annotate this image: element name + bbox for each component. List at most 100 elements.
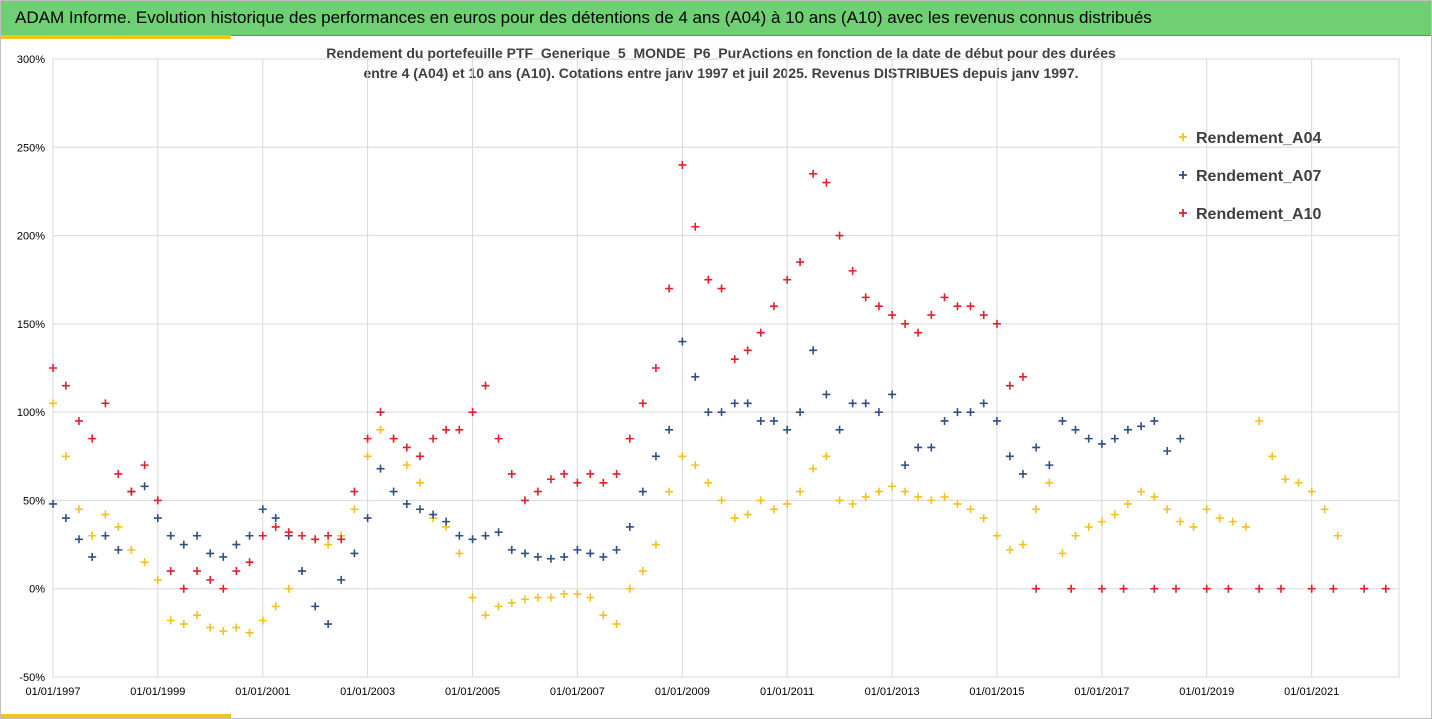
- data-point: [1045, 461, 1054, 470]
- data-point: [1150, 416, 1159, 425]
- data-point: [1307, 584, 1316, 593]
- data-point: [1097, 584, 1106, 593]
- data-point: [953, 499, 962, 508]
- data-point: [1005, 452, 1014, 461]
- data-point: [940, 293, 949, 302]
- data-point: [612, 545, 621, 554]
- data-point: [49, 364, 57, 372]
- data-point: [297, 531, 306, 540]
- data-point: [822, 390, 831, 399]
- data-point: [455, 549, 464, 558]
- data-point: [1255, 584, 1264, 593]
- data-point: [494, 602, 503, 611]
- data-point: [717, 496, 726, 505]
- data-point: [822, 452, 831, 461]
- data-point: [756, 496, 765, 505]
- data-point: [927, 443, 936, 452]
- data-point: [1150, 492, 1159, 501]
- data-point: [612, 620, 621, 629]
- data-point: [1110, 434, 1119, 443]
- data-point: [1202, 584, 1211, 593]
- data-point: [691, 461, 700, 470]
- y-tick-label: 250%: [17, 142, 45, 154]
- data-point: [848, 266, 857, 275]
- data-point: [101, 399, 110, 408]
- data-point: [546, 475, 555, 484]
- data-point: [1172, 584, 1181, 593]
- data-point: [1176, 434, 1185, 443]
- data-point: [101, 510, 110, 519]
- data-point: [245, 531, 254, 540]
- data-point: [324, 531, 333, 540]
- data-point: [1097, 517, 1106, 526]
- data-point: [966, 302, 975, 311]
- data-point: [546, 554, 555, 563]
- data-point: [704, 478, 713, 487]
- data-point: [743, 346, 752, 355]
- data-point: [350, 505, 359, 514]
- data-point: [1032, 584, 1041, 593]
- legend-marker: [1179, 209, 1187, 217]
- data-point: [1228, 517, 1237, 526]
- x-tick-label: 01/01/2005: [445, 686, 500, 698]
- data-point: [206, 575, 215, 584]
- data-point: [114, 545, 123, 554]
- data-point: [520, 496, 529, 505]
- data-point: [258, 616, 267, 625]
- x-tick-label: 01/01/2015: [969, 686, 1024, 698]
- data-point: [74, 416, 83, 425]
- data-point: [599, 552, 608, 561]
- x-tick-label: 01/01/1997: [25, 686, 80, 698]
- data-point: [166, 567, 175, 576]
- data-point: [586, 469, 595, 478]
- data-point: [809, 346, 818, 355]
- data-point: [1032, 443, 1041, 452]
- data-point: [533, 487, 542, 496]
- data-point: [743, 510, 752, 519]
- y-tick-label: 0%: [29, 584, 45, 596]
- data-point: [691, 222, 700, 231]
- data-point: [193, 531, 202, 540]
- data-point: [573, 478, 582, 487]
- data-point: [940, 492, 949, 501]
- data-point: [651, 452, 660, 461]
- data-point: [311, 602, 320, 611]
- data-point: [599, 611, 608, 620]
- data-point: [533, 552, 542, 561]
- data-point: [311, 535, 320, 544]
- data-point: [638, 487, 647, 496]
- data-point: [665, 425, 674, 434]
- data-point: [363, 452, 372, 461]
- data-point: [533, 593, 542, 602]
- data-point: [1281, 475, 1290, 484]
- data-point: [730, 514, 739, 523]
- data-point: [1294, 478, 1303, 487]
- data-point: [914, 328, 923, 337]
- data-point: [1084, 522, 1093, 531]
- data-point: [232, 540, 241, 549]
- data-point: [966, 408, 975, 417]
- data-point: [1071, 425, 1080, 434]
- data-point: [416, 478, 425, 487]
- data-point: [258, 505, 267, 514]
- data-point: [809, 464, 818, 473]
- data-point: [350, 487, 359, 496]
- data-point: [520, 595, 529, 604]
- data-point: [1123, 425, 1132, 434]
- x-tick-label: 01/01/2019: [1179, 686, 1234, 698]
- data-point: [284, 584, 293, 593]
- data-point: [271, 522, 280, 531]
- data-point: [625, 522, 634, 531]
- data-point: [416, 452, 425, 461]
- data-point: [507, 545, 516, 554]
- data-point: [586, 549, 595, 558]
- data-point: [966, 505, 975, 514]
- data-point: [704, 408, 713, 417]
- data-point: [297, 567, 306, 576]
- data-point: [678, 160, 687, 169]
- data-point: [783, 275, 792, 284]
- data-point: [88, 434, 97, 443]
- data-point: [363, 514, 372, 523]
- data-point: [49, 499, 57, 508]
- data-point: [1329, 584, 1338, 593]
